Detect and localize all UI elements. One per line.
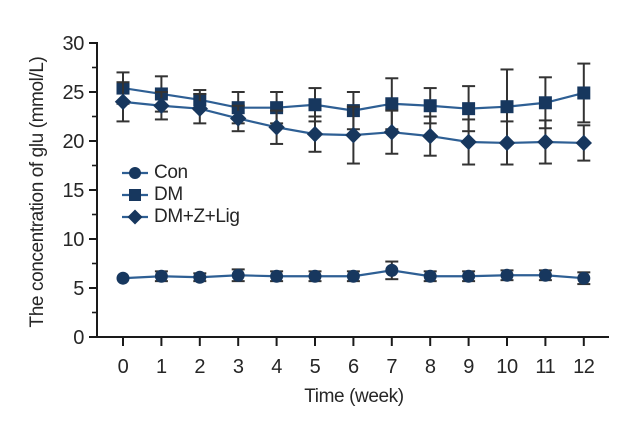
series-dm-z-lig-data-point <box>114 93 132 110</box>
legend-label: Con <box>154 162 188 183</box>
y-tick-label: 20 <box>63 131 85 153</box>
x-tick-label: 10 <box>496 356 518 378</box>
series-dm-z-lig-data-point <box>191 100 208 117</box>
x-tick-label: 3 <box>233 356 244 378</box>
x-tick-label: 11 <box>535 356 555 378</box>
series-con-data-point <box>116 271 130 285</box>
series-con-data-point <box>346 269 360 283</box>
square-legend-marker-icon <box>122 189 148 201</box>
y-tick-label: 10 <box>63 229 85 251</box>
x-tick-label: 12 <box>573 356 595 378</box>
legend-label: DM <box>154 184 183 205</box>
series-con-data-point <box>308 269 322 283</box>
series-dm-data-point <box>500 100 514 114</box>
legend-item-dm-z-lig: DM+Z+Lig <box>121 206 240 228</box>
circle-legend-marker-icon <box>122 167 148 179</box>
y-tick-label: 0 <box>73 327 84 349</box>
y-tick-label: 30 <box>63 33 85 55</box>
series-dm-data-point <box>385 97 399 111</box>
series-dm-z-lig-data-point <box>537 133 554 151</box>
x-tick-label: 8 <box>425 356 436 378</box>
series-dm-z-lig-data-point <box>498 134 516 152</box>
series-dm-data-point <box>423 99 437 113</box>
series-con-data-point <box>423 269 437 283</box>
series-con-data-point <box>385 263 399 277</box>
legend: Con DM DM+Z+Lig <box>121 162 240 228</box>
x-tick-label: 5 <box>310 356 321 378</box>
y-tick-label: 15 <box>63 180 85 202</box>
series-dm-z-lig-data-point <box>383 123 400 141</box>
x-tick-label: 0 <box>118 356 129 378</box>
diamond-legend-marker-icon <box>122 209 148 225</box>
series-dm-z-lig-data-point <box>422 127 439 145</box>
series-dm-z-lig-data-point <box>345 126 362 144</box>
series-con-data-point <box>270 269 284 283</box>
x-tick-label: 7 <box>386 356 397 378</box>
series-dm-z-lig-data-point <box>230 110 247 127</box>
series-dm-data-point <box>308 98 322 112</box>
legend-label: DM+Z+Lig <box>154 206 240 227</box>
series-con-data-point <box>231 268 245 282</box>
series-dm-data-point <box>538 96 552 110</box>
x-tick-label: 9 <box>463 356 474 378</box>
series-dm-z-lig-data-point <box>153 97 170 114</box>
series-con-data-point <box>154 269 168 283</box>
x-axis-title: Time (week) <box>304 386 404 407</box>
legend-item-dm: DM <box>121 184 240 206</box>
series-dm-z-lig-data-point <box>306 125 324 143</box>
x-tick-label: 4 <box>271 356 282 378</box>
series-dm-data-point <box>462 102 476 116</box>
x-tick-label: 2 <box>194 356 205 378</box>
y-axis-title: The concentration of glu (mmol/L) <box>27 56 48 328</box>
x-tick-label: 1 <box>156 356 167 378</box>
series-dm-z-lig-data-point <box>460 133 477 151</box>
series-con-data-point <box>462 269 476 283</box>
series-dm-z-lig-data-point <box>268 119 285 136</box>
series-con-data-point <box>538 268 552 282</box>
legend-item-con: Con <box>121 162 240 184</box>
series-con-data-point <box>577 271 591 285</box>
series-dm-z-lig-data-point <box>575 134 592 152</box>
x-tick-label: 6 <box>348 356 359 378</box>
y-tick-label: 5 <box>73 278 84 300</box>
series-con-data-point <box>193 270 207 284</box>
series-dm-data-point <box>577 86 591 100</box>
series-con-data-point <box>500 268 514 282</box>
y-tick-label: 25 <box>63 82 85 104</box>
